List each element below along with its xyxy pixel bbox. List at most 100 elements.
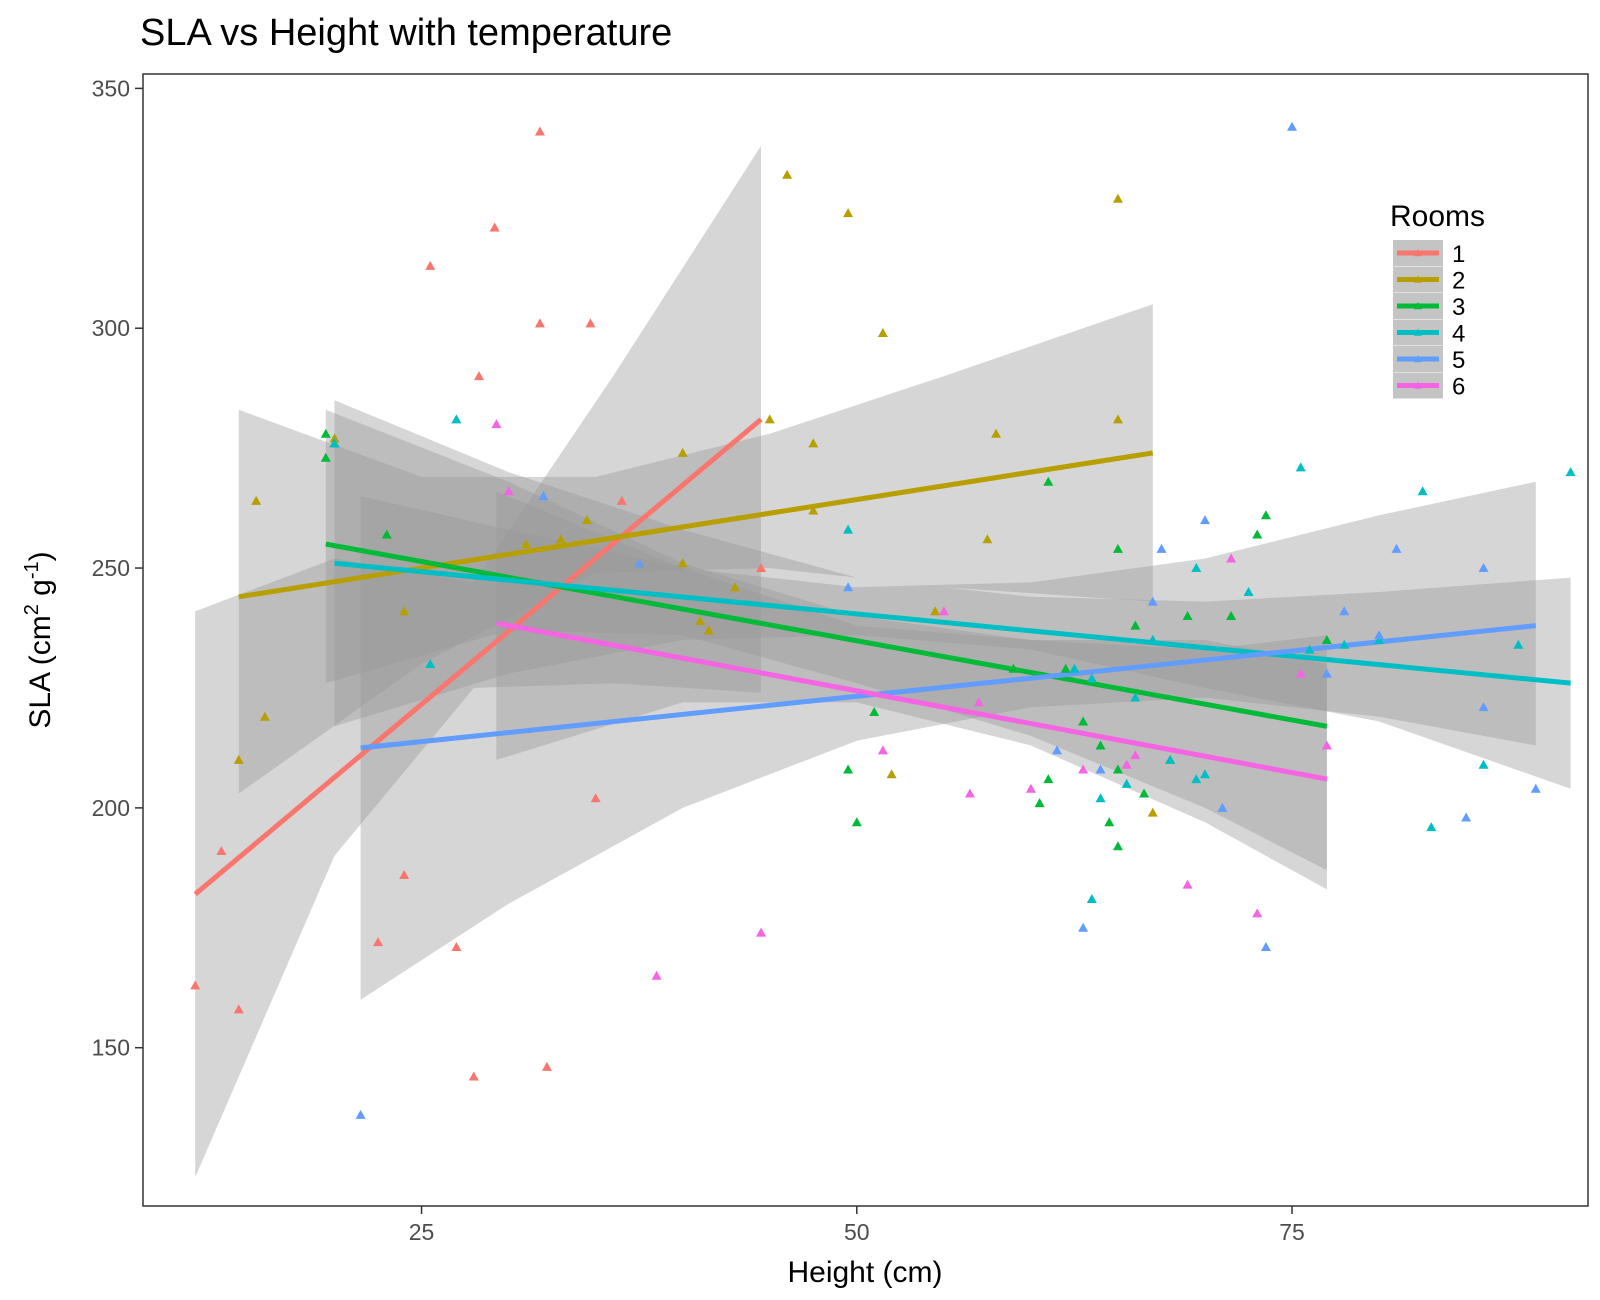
data-point-room-6 <box>1078 764 1089 774</box>
data-point-room-5 <box>1156 543 1167 553</box>
data-point-room-4 <box>329 438 340 448</box>
fit-lines <box>193 417 1571 897</box>
data-point-room-6 <box>1182 879 1193 889</box>
data-point-room-5 <box>1260 941 1271 951</box>
data-point-room-2 <box>521 539 532 549</box>
data-point-room-6 <box>1321 740 1332 750</box>
legend-label-room-4: 4 <box>1452 321 1465 348</box>
data-point-room-4 <box>1417 486 1428 496</box>
data-point-room-4 <box>1086 894 1097 904</box>
data-point-room-3 <box>1104 817 1115 827</box>
data-point-room-6 <box>1252 908 1263 918</box>
data-point-room-2 <box>399 606 410 616</box>
x-axis-title: Height (cm) <box>787 1256 942 1289</box>
data-point-room-5 <box>634 558 645 568</box>
data-point-room-5 <box>1374 630 1385 640</box>
legend-label-room-5: 5 <box>1452 347 1465 374</box>
data-point-room-2 <box>555 534 566 544</box>
data-point-room-4 <box>1130 692 1141 702</box>
data-point-room-3 <box>1060 663 1071 673</box>
data-point-room-3 <box>1043 476 1054 486</box>
data-point-room-5 <box>1478 702 1489 712</box>
fit-line-room-5 <box>360 623 1537 751</box>
confidence-band-room-2 <box>238 304 1153 794</box>
data-point-room-4 <box>1339 639 1350 649</box>
y-axis-title: SLA (cm2 g-1) <box>21 551 57 728</box>
data-point-room-5 <box>1217 802 1228 812</box>
data-point-room-2 <box>695 615 706 625</box>
data-point-room-3 <box>320 452 331 462</box>
legend-label-room-1: 1 <box>1452 241 1465 268</box>
data-point-room-1 <box>373 937 384 947</box>
data-point-room-5 <box>355 1109 366 1119</box>
y-axis-ticks: 150 200 250 300 350 <box>92 75 143 1061</box>
fit-line-room-1 <box>193 417 763 897</box>
data-point-room-2 <box>233 754 244 764</box>
data-point-room-1 <box>616 495 627 505</box>
data-point-room-4 <box>1147 635 1158 644</box>
data-point-room-3 <box>843 764 854 774</box>
data-point-room-4 <box>1426 822 1437 832</box>
data-point-room-5 <box>843 582 854 592</box>
data-point-room-3 <box>1130 620 1141 630</box>
data-point-room-6 <box>1295 668 1306 678</box>
data-point-room-5 <box>1095 764 1106 774</box>
data-point-room-3 <box>1112 764 1123 774</box>
confidence-band-room-5 <box>360 481 1536 1000</box>
data-point-room-6 <box>756 927 767 937</box>
data-point-room-3 <box>1182 611 1193 621</box>
data-point-room-3 <box>381 529 392 539</box>
legend-label-room-3: 3 <box>1452 294 1465 321</box>
data-points <box>190 121 1576 1119</box>
data-point-room-4 <box>1121 778 1132 788</box>
data-point-room-3 <box>1139 788 1150 798</box>
data-point-room-2 <box>329 433 340 443</box>
data-point-room-4 <box>1191 774 1202 784</box>
data-point-room-6 <box>1121 759 1132 769</box>
data-point-room-1 <box>216 846 227 856</box>
data-point-room-2 <box>982 534 993 544</box>
data-point-room-4 <box>1243 587 1254 597</box>
data-point-room-5 <box>1147 596 1158 606</box>
data-point-room-6 <box>973 697 984 707</box>
data-point-room-2 <box>677 447 688 457</box>
data-point-room-3 <box>1260 510 1271 520</box>
data-point-room-5 <box>1478 563 1489 573</box>
data-point-room-2 <box>1147 807 1158 817</box>
data-point-room-1 <box>489 222 500 232</box>
data-point-room-2 <box>259 711 270 721</box>
plot-panel-border <box>142 73 1589 1207</box>
data-point-room-6 <box>1025 783 1036 793</box>
data-point-room-6 <box>503 486 514 496</box>
fit-line-room-6 <box>495 620 1328 782</box>
legend-key-point-room-3 <box>1414 302 1422 310</box>
data-point-room-6 <box>651 970 662 980</box>
data-point-room-3 <box>1226 611 1237 621</box>
data-point-room-5 <box>1287 121 1298 131</box>
data-point-room-2 <box>581 515 592 525</box>
data-point-room-4 <box>1095 793 1106 803</box>
y-tick-label: 200 <box>92 795 130 821</box>
data-point-room-1 <box>474 371 485 381</box>
data-point-room-3 <box>1112 543 1123 553</box>
legend-key-point-room-6 <box>1414 381 1422 389</box>
data-point-room-4 <box>1191 563 1202 573</box>
legend-key-point-room-4 <box>1414 328 1422 336</box>
data-point-room-1 <box>425 260 436 270</box>
data-point-room-5 <box>538 491 549 501</box>
data-point-room-3 <box>851 817 862 827</box>
data-point-room-4 <box>1069 663 1080 673</box>
fit-line-room-4 <box>334 560 1571 686</box>
data-point-room-4 <box>1199 769 1210 779</box>
data-point-room-2 <box>703 625 714 635</box>
data-point-room-2 <box>764 414 775 424</box>
legend-label-room-2: 2 <box>1452 268 1465 295</box>
data-point-room-2 <box>808 438 819 448</box>
data-point-room-1 <box>233 1004 244 1014</box>
data-point-room-2 <box>1112 414 1123 424</box>
data-point-room-4 <box>1086 673 1097 683</box>
confidence-band-room-1 <box>195 145 761 1178</box>
data-point-room-2 <box>877 328 888 338</box>
